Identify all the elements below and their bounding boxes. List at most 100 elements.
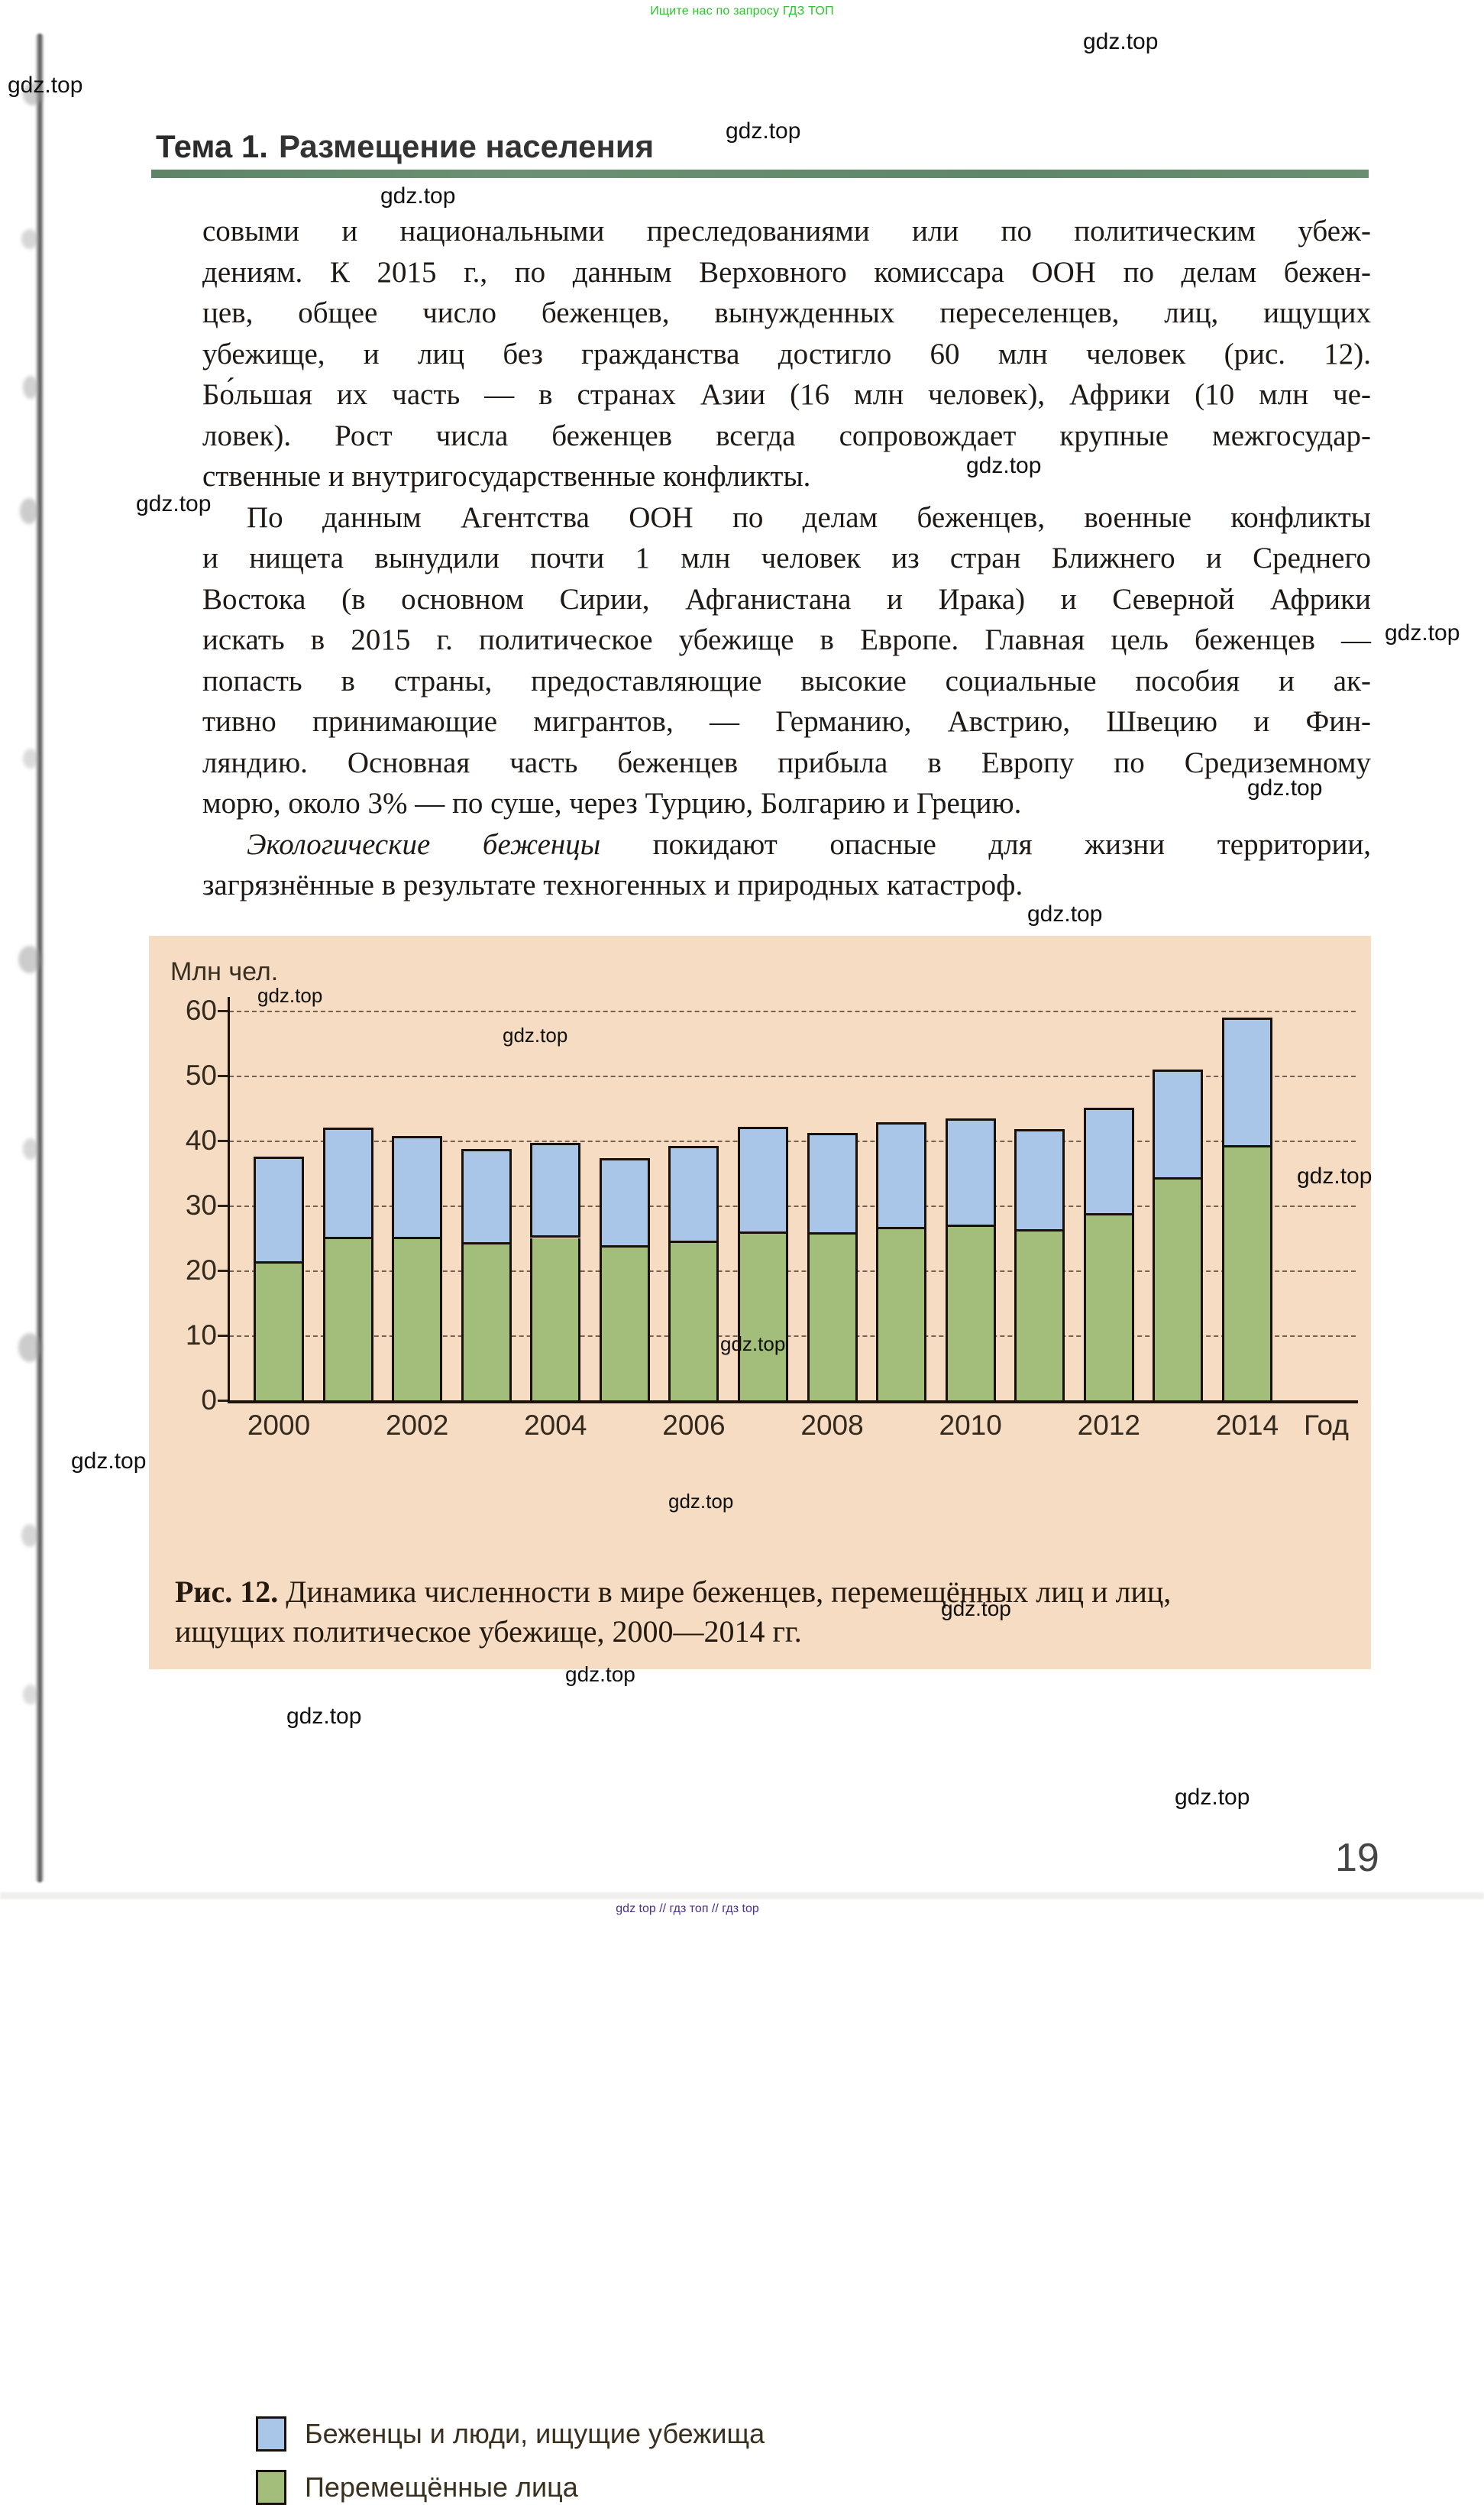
gridline-60 bbox=[229, 1011, 1356, 1012]
paragraph: Экологические беженцы покидают опасные д… bbox=[202, 824, 1371, 906]
text-line: По данным Агентства ООН по делам беженце… bbox=[247, 500, 1371, 534]
text-line: совыми и национальными преследованиями и… bbox=[202, 215, 1371, 248]
y-tick-mark bbox=[218, 1075, 229, 1077]
watermark: gdz.top bbox=[941, 1597, 1011, 1620]
text-line: ственные и внутригосударственные конфлик… bbox=[202, 460, 811, 493]
gridline-30 bbox=[229, 1206, 1356, 1207]
text-line: Востока (в основном Сирии, Афганистана и… bbox=[202, 582, 1371, 616]
gridline-40 bbox=[229, 1141, 1356, 1142]
bar-displaced-2014 bbox=[1221, 1147, 1272, 1400]
bar-refugees-2005 bbox=[599, 1157, 650, 1248]
bar-refugees-2010 bbox=[945, 1118, 996, 1228]
text-line: загрязнённые в результате техногенных и … bbox=[202, 869, 1023, 901]
watermark: gdz.top bbox=[286, 1704, 362, 1729]
x-tick-label-2006: 2006 bbox=[662, 1409, 726, 1441]
text-line: Экологические беженцы покидают опасные д… bbox=[247, 827, 1371, 861]
text-line: Бо́льшая их часть — в странах Азии (16 м… bbox=[202, 378, 1371, 411]
x-tick-label-2000: 2000 bbox=[247, 1409, 311, 1441]
y-tick-mark bbox=[218, 1400, 229, 1402]
x-tick-label-2012: 2012 bbox=[1077, 1409, 1140, 1441]
topic-title: Размещение населения bbox=[278, 128, 655, 164]
section-heading: Тема 1. Размещение населения bbox=[156, 128, 1149, 165]
promo-banner-text: Ищите нас по запросу ГДЗ ТОП bbox=[650, 5, 834, 18]
bar-displaced-2006 bbox=[668, 1243, 719, 1400]
y-tick-label: 20 bbox=[185, 1254, 217, 1286]
watermark: gdz.top bbox=[668, 1490, 734, 1513]
page-edge-artifact bbox=[23, 376, 38, 399]
bar-displaced-2008 bbox=[807, 1235, 858, 1400]
bar-displaced-2004 bbox=[530, 1238, 581, 1400]
bar-displaced-2007 bbox=[737, 1234, 788, 1400]
watermark: gdz.top bbox=[136, 491, 212, 516]
bar-displaced-2012 bbox=[1083, 1215, 1134, 1400]
gridline-10 bbox=[229, 1335, 1356, 1337]
watermark: gdz.top bbox=[1027, 901, 1103, 927]
x-tick-label-2002: 2002 bbox=[385, 1409, 449, 1441]
watermark: gdz.top bbox=[1297, 1163, 1372, 1189]
page-edge-artifact bbox=[18, 946, 41, 973]
page-edge-artifact bbox=[23, 83, 43, 105]
bar-displaced-2003 bbox=[461, 1244, 512, 1400]
text-line: ляндию. Основная часть беженцев прибыла … bbox=[202, 746, 1371, 779]
paragraph: совыми и национальными преследованиями и… bbox=[202, 211, 1371, 497]
text-line: попасть в страны, предоставляющие высоки… bbox=[202, 664, 1371, 697]
text-line: ищущих политическое убежище, 2000—2014 г… bbox=[175, 1614, 802, 1649]
text-line: искать в 2015 г. политическое убежище в … bbox=[202, 623, 1371, 656]
y-tick-label: 0 bbox=[201, 1384, 217, 1416]
legend-swatch-displaced bbox=[256, 2470, 286, 2505]
page-edge-artifact bbox=[23, 1138, 38, 1160]
text-line: ловек). Рост числа беженцев всегда сопро… bbox=[202, 419, 1371, 452]
bar-displaced-2009 bbox=[876, 1228, 927, 1400]
bar-refugees-2011 bbox=[1014, 1128, 1065, 1231]
text-line: и нищета вынудили почти 1 млн человек из… bbox=[202, 542, 1371, 574]
page-edge-artifact bbox=[21, 229, 38, 249]
x-axis bbox=[228, 1400, 1358, 1403]
bar-refugees-2013 bbox=[1153, 1069, 1204, 1180]
y-tick-mark bbox=[218, 1335, 229, 1337]
watermark: gdz.top bbox=[966, 453, 1042, 478]
bar-refugees-2014 bbox=[1221, 1017, 1272, 1148]
text-line: тивно принимающие мигрантов, — Германию,… bbox=[202, 705, 1371, 738]
watermark: gdz.top bbox=[720, 1332, 786, 1355]
paragraph: По данным Агентства ООН по делам беженце… bbox=[202, 497, 1371, 824]
figure-caption: Рис. 12. Динамика численности в мире беж… bbox=[175, 1572, 1336, 1652]
y-tick-mark bbox=[218, 1140, 229, 1142]
watermark: gdz.top bbox=[1247, 775, 1323, 801]
bar-displaced-2000 bbox=[254, 1263, 304, 1400]
scanned-textbook-page: { "page": { "banner": "Ищите нас по запр… bbox=[0, 5, 1484, 2505]
bar-refugees-2008 bbox=[807, 1132, 858, 1235]
bar-displaced-2010 bbox=[945, 1227, 996, 1400]
bar-displaced-2011 bbox=[1014, 1231, 1065, 1400]
x-tick-label-2010: 2010 bbox=[939, 1409, 1002, 1441]
x-tick-label-2004: 2004 bbox=[524, 1409, 587, 1441]
text-line: убежище, и лиц без гражданства достигло … bbox=[202, 337, 1371, 371]
page-bottom-edge bbox=[0, 1892, 1484, 1899]
bar-displaced-2001 bbox=[322, 1239, 373, 1400]
y-tick-label: 50 bbox=[185, 1060, 217, 1091]
footer-watermark: gdz top // гдз топ // гдз top bbox=[616, 1902, 759, 1915]
y-tick-label: 30 bbox=[185, 1189, 217, 1221]
bar-refugees-2006 bbox=[668, 1145, 719, 1244]
bar-refugees-2009 bbox=[876, 1122, 927, 1229]
bar-refugees-2001 bbox=[322, 1128, 373, 1240]
y-tick-mark bbox=[218, 1205, 229, 1207]
bar-refugees-2003 bbox=[461, 1149, 512, 1244]
text-line: морю, около 3% — по суше, через Турцию, … bbox=[202, 787, 1022, 820]
legend-item-displaced: Перемещённые лица bbox=[256, 2470, 578, 2505]
y-axis bbox=[228, 997, 230, 1400]
x-axis-title: Год bbox=[1304, 1409, 1349, 1441]
page-edge-artifact bbox=[20, 498, 38, 524]
watermark: gdz.top bbox=[1083, 29, 1159, 54]
page-edge-artifact bbox=[21, 1524, 38, 1547]
bar-refugees-2002 bbox=[392, 1136, 443, 1240]
legend-label-refugees: Беженцы и люди, ищущие убежища bbox=[305, 2418, 765, 2449]
x-tick-label-2014: 2014 bbox=[1215, 1409, 1279, 1441]
bar-refugees-2004 bbox=[530, 1143, 581, 1238]
watermark: gdz.top bbox=[1385, 620, 1460, 646]
legend-label-displaced: Перемещённые лица bbox=[305, 2471, 578, 2503]
text-line: дениям. К 2015 г., по данным Верховного … bbox=[202, 255, 1371, 289]
watermark: gdz.top bbox=[71, 1448, 147, 1474]
page-edge-artifact bbox=[23, 749, 38, 769]
legend-item-refugees: Беженцы и люди, ищущие убежища bbox=[256, 2416, 765, 2452]
bar-displaced-2013 bbox=[1153, 1180, 1204, 1400]
